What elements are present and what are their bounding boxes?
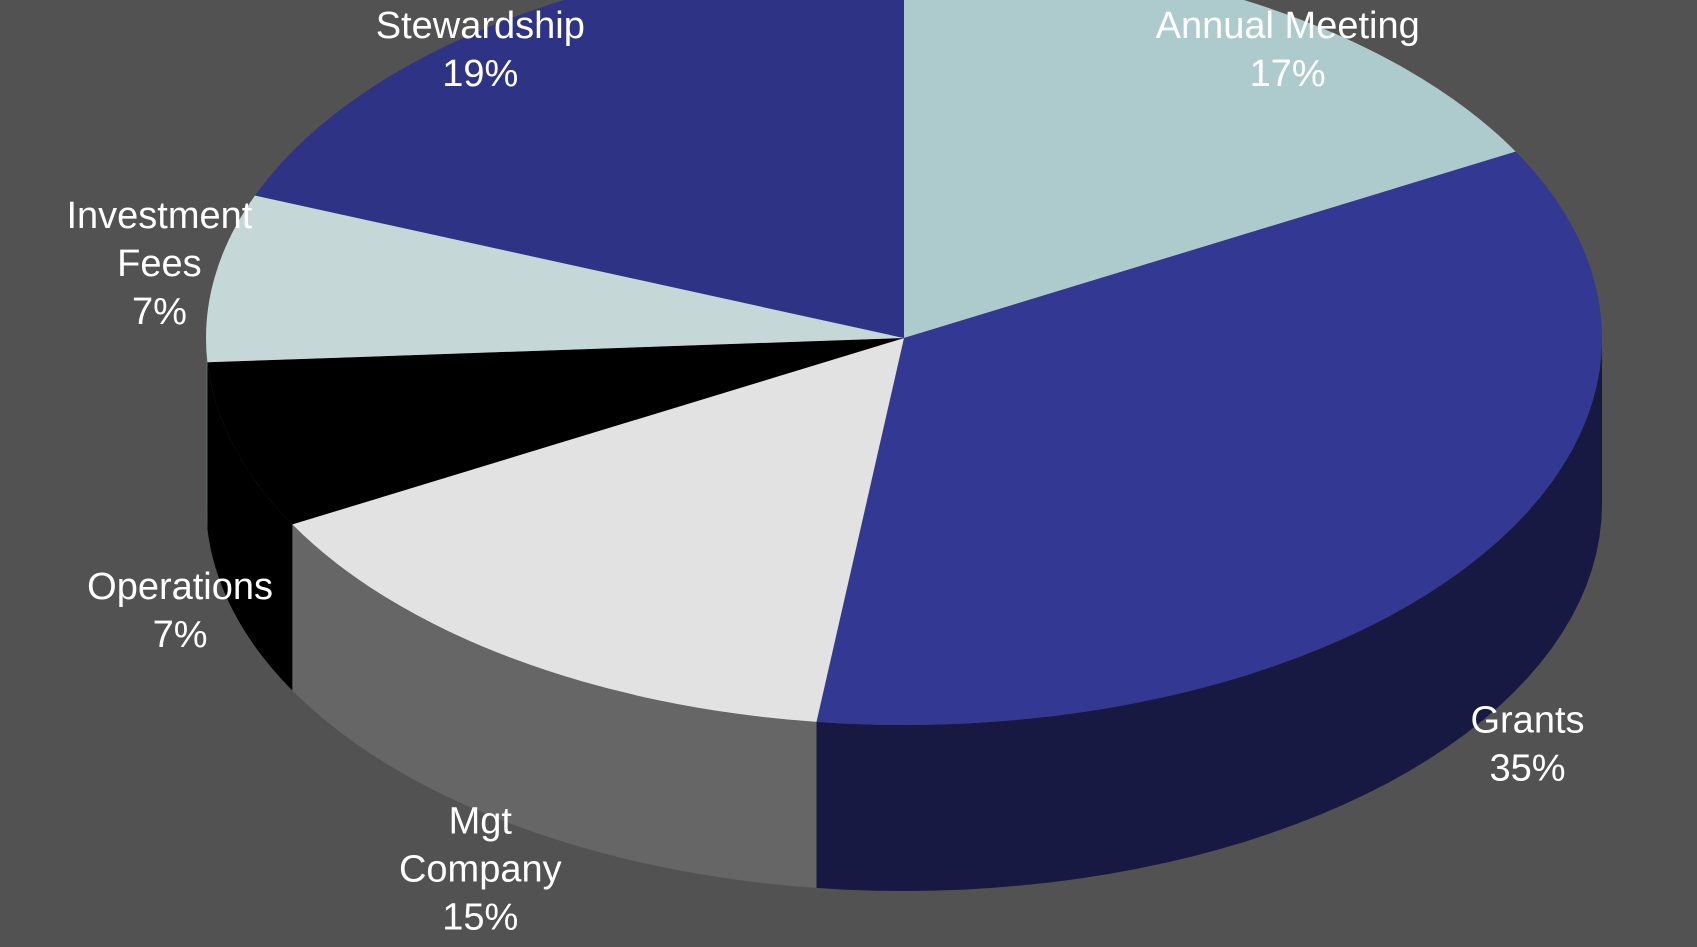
- slice-value-label: 17%: [1250, 53, 1326, 95]
- slice-name-label: Stewardship: [376, 5, 585, 47]
- slice-value-label: 7%: [153, 614, 208, 656]
- slice-label-mgt-company: Mgt Company 15%: [399, 801, 562, 939]
- pie-slice-grants: [816, 151, 1602, 725]
- pie-slice-operations: [207, 338, 904, 525]
- slice-name-label: Mgt: [449, 801, 513, 843]
- pie-sides: [206, 338, 1602, 891]
- slice-value-label: 35%: [1489, 748, 1565, 790]
- slice-label-operations: Operations 7%: [87, 566, 273, 656]
- slice-name-label: Operations: [87, 566, 273, 608]
- slice-value-label: 19%: [442, 53, 518, 95]
- slice-label-investment-fees: Investment Fees 7%: [66, 195, 252, 333]
- slice-label-stewardship: Stewardship 19%: [376, 5, 585, 95]
- slice-name-label: Grants: [1470, 700, 1584, 742]
- slice-label-grants: Grants 35%: [1470, 700, 1584, 790]
- pie-tops: [206, 0, 1602, 725]
- slice-name-label: Annual Meeting: [1156, 5, 1420, 47]
- pie-side-operations: [207, 362, 293, 691]
- pie-slice-investment-fees: [206, 195, 905, 363]
- pie-slice-annual-meeting: [904, 0, 1516, 338]
- pie-side-mgt-company: [292, 524, 817, 888]
- slice-value-label: 7%: [132, 291, 187, 333]
- slice-label-annual-meeting: Annual Meeting 17%: [1156, 5, 1420, 95]
- pie-slice-stewardship: [255, 0, 904, 338]
- pie-labels: Annual Meeting 17% Grants 35% Mgt Company 15% O…: [66, 5, 1584, 939]
- pie-side-investment-fees: [206, 338, 208, 529]
- slice-name-label: Fees: [117, 243, 201, 285]
- pie-slice-mgt-company: [292, 338, 904, 722]
- slice-value-label: 15%: [442, 897, 518, 939]
- pie-side-grants: [816, 338, 1602, 891]
- slice-name-label: Company: [399, 849, 562, 891]
- slice-name-label: Investment: [66, 195, 252, 237]
